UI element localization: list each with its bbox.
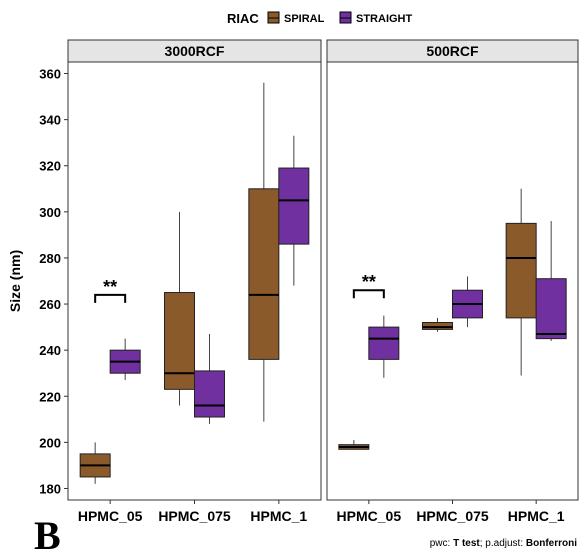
y-tick-label: 320	[39, 159, 61, 174]
facet-strip-label: 3000RCF	[165, 43, 225, 59]
facet-strip-label: 500RCF	[426, 43, 479, 59]
significance-label: **	[103, 277, 117, 297]
x-tick-label: HPMC_075	[416, 508, 489, 524]
y-tick-label: 240	[39, 343, 61, 358]
significance-label: **	[362, 272, 376, 292]
box-spiral	[505, 222, 537, 319]
y-tick-label: 280	[39, 251, 61, 266]
legend-title: RIAC	[227, 11, 259, 26]
box-straight	[535, 278, 567, 340]
x-tick-label: HPMC_05	[78, 508, 143, 524]
caption-adjust: Bonferroni	[525, 538, 577, 549]
significance-bracket	[352, 289, 385, 299]
statistics-caption: pwc: T test; p.adjust: Bonferroni	[430, 538, 577, 549]
y-tick-label: 260	[39, 297, 61, 312]
box-straight	[194, 370, 225, 418]
y-tick-label: 220	[39, 389, 61, 404]
panel-letter: B	[34, 513, 61, 558]
significance-bracket	[94, 293, 127, 303]
box-spiral	[422, 321, 453, 330]
box-straight	[278, 167, 310, 245]
y-tick-label: 200	[39, 435, 61, 450]
legend-label-straight: STRAIGHT	[356, 13, 413, 25]
y-tick-label: 340	[39, 113, 61, 128]
y-tick-label: 180	[39, 481, 61, 496]
box-spiral	[164, 292, 195, 390]
x-tick-label: HPMC_075	[158, 508, 231, 524]
box-straight	[368, 326, 400, 360]
x-tick-label: HPMC_05	[337, 508, 402, 524]
box-spiral	[248, 188, 280, 360]
caption-test: T test	[453, 538, 480, 549]
caption-middle: ; p.adjust:	[479, 538, 526, 549]
y-axis-title: Size (nm)	[7, 250, 23, 312]
y-tick-label: 300	[39, 205, 61, 220]
caption-prefix: pwc:	[429, 538, 454, 549]
x-tick-label: HPMC_1	[508, 508, 565, 524]
legend-label-spiral: SPIRAL	[284, 13, 325, 25]
x-tick-label: HPMC_1	[250, 508, 307, 524]
y-tick-label: 360	[39, 67, 61, 82]
